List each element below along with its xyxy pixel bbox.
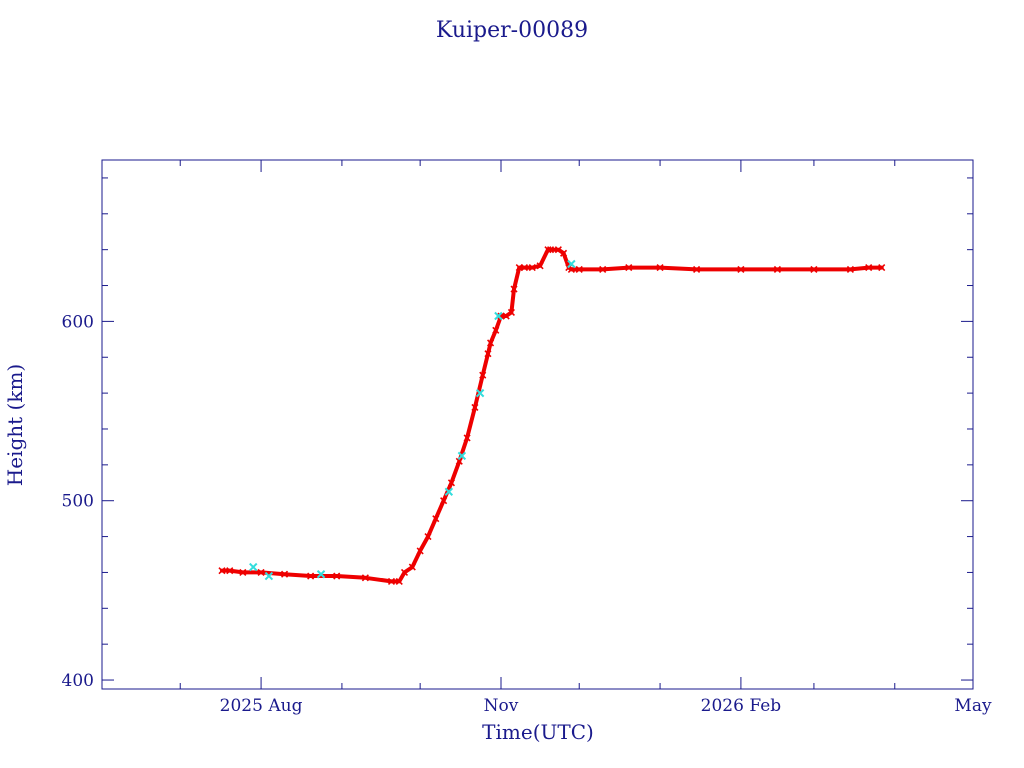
- data-point: [484, 350, 492, 358]
- x-axis-label: Time(UTC): [482, 720, 594, 744]
- series-1: [218, 246, 886, 585]
- data-point: [395, 577, 403, 585]
- data-point: [239, 568, 247, 577]
- y-tick-label: 500: [62, 492, 94, 512]
- data-point: [264, 571, 274, 581]
- y-tick-label: 600: [62, 312, 94, 332]
- plot-frame: [101, 159, 974, 690]
- data-point: [471, 403, 479, 412]
- data-point: [432, 515, 440, 523]
- data-point: [400, 568, 409, 577]
- data-point: [878, 264, 886, 272]
- series-2: [249, 259, 576, 581]
- axis-ticks: [102, 160, 974, 689]
- x-tick-label: 2025 Aug: [220, 696, 303, 716]
- data-point: [257, 568, 265, 577]
- data-point: [479, 371, 487, 379]
- data-point: [475, 388, 485, 398]
- data-point: [520, 264, 529, 272]
- data-point: [575, 265, 583, 273]
- data-point: [560, 249, 568, 257]
- data-point: [455, 457, 463, 465]
- data-point: [546, 246, 555, 254]
- data-point: [307, 572, 315, 580]
- data-point: [865, 264, 873, 272]
- series-trace: [220, 247, 884, 584]
- data-point: [463, 434, 471, 442]
- data-point: [361, 574, 369, 582]
- data-point: [599, 265, 607, 273]
- data-point: [773, 265, 781, 273]
- data-point: [440, 497, 448, 505]
- data-point: [492, 326, 500, 334]
- plot-border: [101, 159, 974, 690]
- data-point: [333, 572, 341, 580]
- data-point: [544, 246, 552, 254]
- data-point: [502, 312, 510, 320]
- data-point: [567, 259, 576, 269]
- data-point: [226, 567, 234, 575]
- data-point: [810, 265, 818, 273]
- data-point: [316, 570, 326, 579]
- data-point: [846, 265, 854, 273]
- axis-tick-labels: 2025 Aug Nov 2026 Feb May 400 500 600: [62, 312, 992, 716]
- data-point: [693, 265, 701, 273]
- data-point: [515, 264, 523, 272]
- x-tick-label: Nov: [484, 696, 519, 716]
- data-point: [510, 285, 518, 293]
- data-point: [457, 451, 467, 461]
- y-tick-label: 400: [62, 671, 94, 691]
- chart-title: Kuiper-00089: [436, 18, 588, 43]
- data-point: [536, 262, 544, 270]
- y-axis-label: Height (km): [3, 364, 27, 486]
- data-point: [494, 311, 503, 321]
- data-point: [424, 533, 432, 541]
- x-tick-label: May: [954, 696, 992, 716]
- x-tick-label: 2026 Feb: [701, 696, 782, 716]
- data-point: [486, 339, 495, 347]
- data-point: [416, 547, 424, 555]
- data-series: [218, 246, 886, 585]
- data-point: [447, 479, 456, 487]
- data-point: [408, 563, 416, 571]
- data-point: [387, 577, 396, 585]
- data-point: [656, 264, 664, 272]
- data-point: [218, 567, 226, 575]
- data-point: [528, 264, 536, 272]
- data-point: [249, 562, 258, 572]
- data-point: [444, 487, 454, 496]
- data-point: [554, 246, 562, 254]
- data-point: [737, 265, 745, 273]
- data-point: [507, 308, 515, 316]
- data-point: [280, 570, 289, 578]
- data-point: [625, 264, 633, 272]
